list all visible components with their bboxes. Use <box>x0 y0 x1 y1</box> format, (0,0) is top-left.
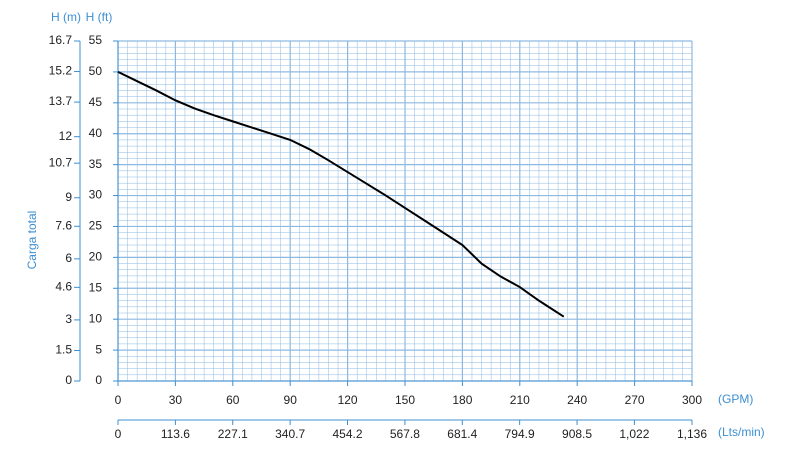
y2-tick-label: 15.2 <box>49 64 73 78</box>
y-tick-label: 45 <box>89 95 103 109</box>
x-tick-label: 180 <box>452 393 472 407</box>
x2-tick-label: 1,022 <box>619 427 649 441</box>
y2-tick-label: 6 <box>65 251 72 265</box>
y-tick-label: 0 <box>95 373 102 387</box>
y-label-m: H (m) <box>51 10 81 24</box>
x-tick-label: 300 <box>682 393 702 407</box>
y-label-ft: H (ft) <box>86 10 113 24</box>
y-tick-label: 30 <box>89 188 103 202</box>
y-tick-label: 35 <box>89 157 103 171</box>
y2-tick-label: 1.5 <box>55 343 72 357</box>
y-tick-label: 50 <box>89 64 103 78</box>
x2-tick-label: 681.4 <box>447 427 477 441</box>
y-tick-label: 40 <box>89 126 103 140</box>
y2-tick-label: 4.6 <box>55 280 72 294</box>
y-tick-label: 25 <box>89 219 103 233</box>
x2-tick-label: 794.9 <box>505 427 535 441</box>
y-tick-label: 10 <box>89 311 103 325</box>
x2-tick-label: 1,136 <box>677 427 707 441</box>
x-tick-label: 90 <box>284 393 298 407</box>
x2-tick-label: 227.1 <box>218 427 248 441</box>
y-tick-label: 55 <box>89 33 103 47</box>
y2-tick-label: 10.7 <box>49 155 73 169</box>
y-title: Carga total <box>25 211 39 270</box>
y-tick-label: 20 <box>89 250 103 264</box>
x-tick-label: 60 <box>226 393 240 407</box>
y2-tick-label: 13.7 <box>49 94 73 108</box>
x2-tick-label: 113.6 <box>161 427 190 441</box>
y2-tick-label: 0 <box>65 373 72 387</box>
x2-tick-label: 0 <box>115 427 122 441</box>
y2-tick-label: 16.7 <box>49 33 73 47</box>
x2-tick-label: 340.7 <box>275 427 305 441</box>
x-tick-label: 120 <box>338 393 358 407</box>
curve <box>117 71 565 318</box>
y2-tick-label: 12 <box>59 129 73 143</box>
y2-tick-label: 7.6 <box>55 218 72 232</box>
x-tick-label: 0 <box>115 393 122 407</box>
y-tick-label: 5 <box>95 342 102 356</box>
x-tick-label: 270 <box>625 393 645 407</box>
x-tick-label: 240 <box>567 393 587 407</box>
x2-tick-label: 908.5 <box>562 427 592 441</box>
x2-tick-label: 454.2 <box>332 427 362 441</box>
y-tick-label: 15 <box>89 280 103 294</box>
x2-tick-label: 567.8 <box>390 427 420 441</box>
x-tick-label: 150 <box>395 393 415 407</box>
y2-tick-label: 3 <box>65 312 72 326</box>
x2-unit: (Lts/min) <box>718 425 765 439</box>
y2-tick-label: 9 <box>65 190 72 204</box>
x-tick-label: 210 <box>510 393 530 407</box>
x-unit: (GPM) <box>718 392 753 406</box>
x-tick-label: 30 <box>169 393 183 407</box>
